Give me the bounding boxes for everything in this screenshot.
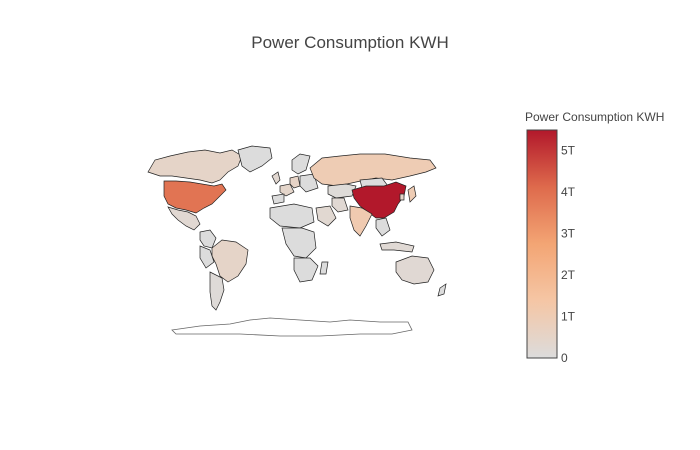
country-southeast-asia[interactable] (375, 217, 391, 237)
country-kazakhstan[interactable] (327, 183, 357, 199)
country-central-africa[interactable] (281, 227, 317, 259)
country-canada[interactable] (147, 149, 243, 184)
country-iran[interactable] (331, 197, 349, 213)
country-mexico[interactable] (167, 206, 201, 231)
country-australia[interactable] (395, 255, 435, 285)
country-south-korea[interactable] (399, 193, 405, 201)
colorbar-tick-label: 5T (561, 144, 576, 158)
antarctica-outline (171, 317, 413, 337)
country-indonesia[interactable] (379, 241, 415, 253)
country-argentina[interactable] (209, 271, 225, 311)
country-brazil[interactable] (211, 239, 249, 283)
country-china[interactable] (351, 181, 407, 219)
country-new-zealand[interactable] (437, 283, 447, 297)
country-madagascar[interactable] (319, 261, 329, 275)
colorbar-ticks: 0 1T 2T 3T 4T 5T (561, 144, 576, 365)
colorbar-tick-label: 0 (561, 351, 568, 365)
country-greenland[interactable] (237, 145, 273, 173)
colorbar-gradient (526, 129, 558, 359)
country-germany[interactable] (289, 175, 301, 189)
colorbar-tick-label: 2T (561, 268, 576, 282)
country-japan[interactable] (407, 185, 417, 203)
country-india[interactable] (349, 205, 373, 237)
country-united-states[interactable] (163, 180, 227, 214)
country-united-kingdom[interactable] (271, 171, 281, 185)
colorbar-tick-label: 3T (561, 227, 576, 241)
country-saudi-arabia[interactable] (315, 205, 337, 227)
country-southern-africa[interactable] (293, 257, 319, 283)
country-colombia[interactable] (199, 229, 217, 249)
colorbar-title: Power Consumption KWH (525, 110, 665, 124)
country-scandinavia[interactable] (291, 153, 311, 175)
colorbar-tick-label: 1T (561, 310, 576, 324)
colorbar: 0 1T 2T 3T 4T 5T (526, 129, 576, 365)
chart-title: Power Consumption KWH (251, 33, 449, 52)
country-france[interactable] (279, 183, 295, 197)
colorbar-tick-label: 4T (561, 185, 576, 199)
country-layer (147, 145, 447, 311)
country-spain[interactable] (271, 193, 285, 205)
country-north-africa[interactable] (269, 203, 315, 229)
country-eastern-europe[interactable] (299, 173, 319, 193)
country-peru[interactable] (199, 245, 215, 269)
